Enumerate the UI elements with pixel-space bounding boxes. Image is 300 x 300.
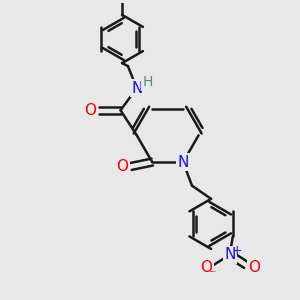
Text: N: N	[131, 81, 142, 96]
Text: O: O	[116, 159, 128, 174]
Text: O: O	[200, 260, 212, 275]
Text: ⁻: ⁻	[208, 268, 215, 282]
Text: O: O	[84, 103, 96, 118]
Text: N: N	[224, 247, 236, 262]
Text: O: O	[248, 260, 260, 275]
Text: N: N	[177, 154, 189, 169]
Text: +: +	[232, 244, 242, 257]
Text: H: H	[143, 75, 153, 89]
